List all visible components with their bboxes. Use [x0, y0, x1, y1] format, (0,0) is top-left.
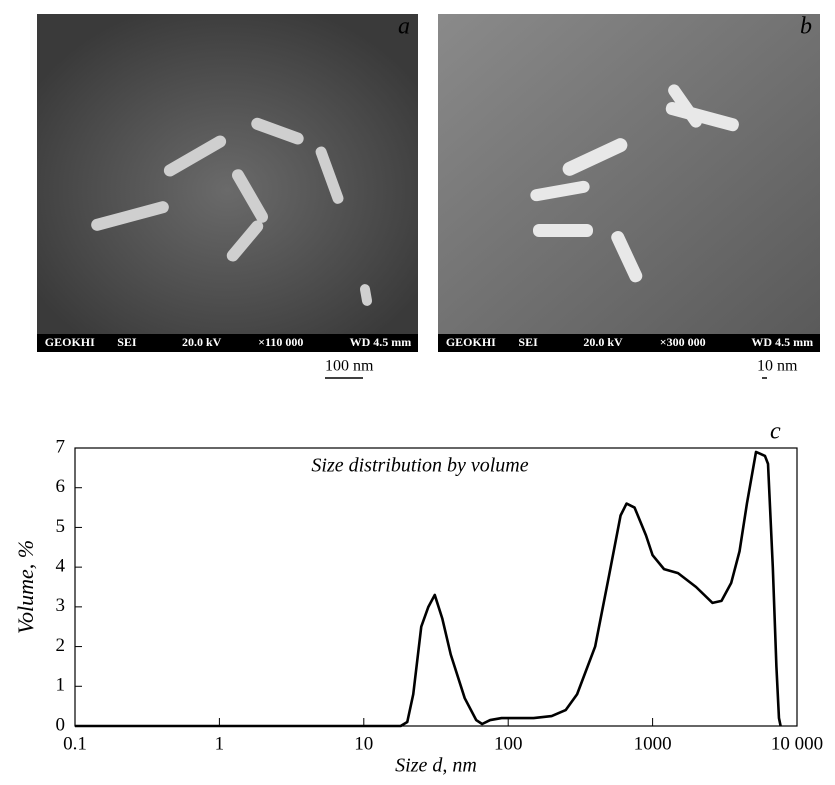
info-bar: GEOKHI SEI 20.0 kV ×110 000 WD 4.5 mm [37, 334, 418, 352]
sem-image-b [438, 14, 820, 334]
y-tick-label: 1 [56, 675, 66, 696]
image [438, 14, 820, 334]
info-text: WD 4.5 mm [350, 335, 412, 349]
chart-title: Size distribution by volume [311, 455, 528, 477]
info-bar-bg [37, 334, 418, 352]
x-tick-label: 0.1 [63, 733, 87, 754]
info-text: SEI [117, 335, 137, 349]
info-text: SEI [518, 335, 538, 349]
plot-frame [74, 447, 798, 727]
rods [91, 117, 373, 306]
sem-image-a [37, 14, 418, 334]
y-tick-label: 7 [56, 436, 66, 457]
info-text: GEOKHI [446, 335, 496, 349]
y-tick-label: 4 [56, 556, 66, 577]
panel-label: a [398, 14, 410, 40]
info-text: ×110 000 [258, 335, 303, 349]
y-tick-label: 6 [56, 476, 66, 497]
y-tick-label: 5 [56, 516, 66, 537]
scale-label: 100 nm [325, 358, 374, 375]
x-tick-label: 10 [354, 733, 373, 754]
x-tick-label: 100 [494, 733, 523, 754]
size-curve [75, 450, 782, 728]
y-tick-label: 3 [56, 595, 66, 616]
info-text: ×300 000 [660, 335, 706, 349]
panel-label: c [770, 419, 781, 445]
info-bar-bg [438, 334, 820, 352]
chart: 0 1 2 3 4 5 6 7 0.1 1 10 100 1000 10 000 Size distribu… [13, 419, 823, 777]
y-axis-label: Volume, % [13, 540, 38, 634]
rods [530, 84, 739, 283]
y-tick-label: 0 [56, 714, 66, 735]
x-tick-label: 10 000 [771, 733, 823, 754]
panel-label: b [800, 14, 812, 40]
scale-label: 10 nm [757, 358, 798, 375]
info-text: 20.0 kV [182, 335, 222, 349]
info-bar: GEOKHI SEI 20.0 kV ×300 000 WD 4.5 mm [438, 334, 820, 352]
image [37, 14, 418, 334]
x-tick-label: 1000 [634, 733, 672, 754]
info-text: GEOKHI [45, 335, 95, 349]
x-axis-label: Size d, nm [395, 755, 477, 777]
x-tick-label: 1 [215, 733, 225, 754]
y-tick-label: 2 [56, 635, 66, 656]
info-text: 20.0 kV [583, 335, 623, 349]
info-text: WD 4.5 mm [751, 335, 813, 349]
